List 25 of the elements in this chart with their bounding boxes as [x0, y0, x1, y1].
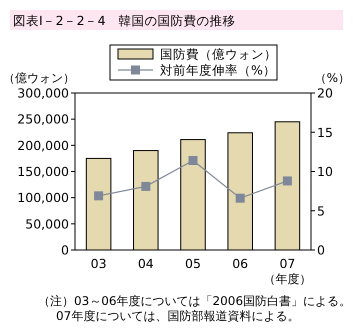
ytick: 200,000: [17, 138, 69, 153]
ytick: 250,000: [17, 112, 69, 127]
ytick: 0: [61, 242, 69, 258]
legend: 国防費（億ウォン）: [160, 46, 277, 62]
y2tick: 10: [317, 164, 333, 179]
ytick: 100,000: [17, 190, 69, 206]
xtick: 06: [232, 256, 248, 271]
legend: 対前年度伸率（%）: [160, 62, 276, 78]
y2tick: 0: [317, 242, 325, 258]
y2label: （%）: [314, 71, 350, 85]
xtick: 05: [185, 256, 201, 271]
ytick: 300,000: [17, 86, 69, 100]
y2tick: 5: [317, 203, 325, 218]
xlabel: （年度）: [263, 272, 312, 286]
ylabel: （億ウォン）: [3, 71, 75, 85]
ytick: 50,000: [25, 216, 69, 232]
y2tick: 15: [317, 124, 333, 140]
ytick: 150,000: [17, 164, 69, 179]
title: 図表Ⅰ－2－2－4 韓国の国防費の推移: [13, 13, 236, 28]
annotation: （注）03～06年度については「2006国防白書」による。: [38, 294, 352, 308]
xtick: 03: [90, 256, 107, 271]
xtick: 04: [138, 256, 154, 271]
xtick: 07: [279, 256, 296, 271]
y2tick: 20: [317, 86, 333, 100]
annotation: 07年度については、国防部報道資料による。: [56, 309, 300, 323]
